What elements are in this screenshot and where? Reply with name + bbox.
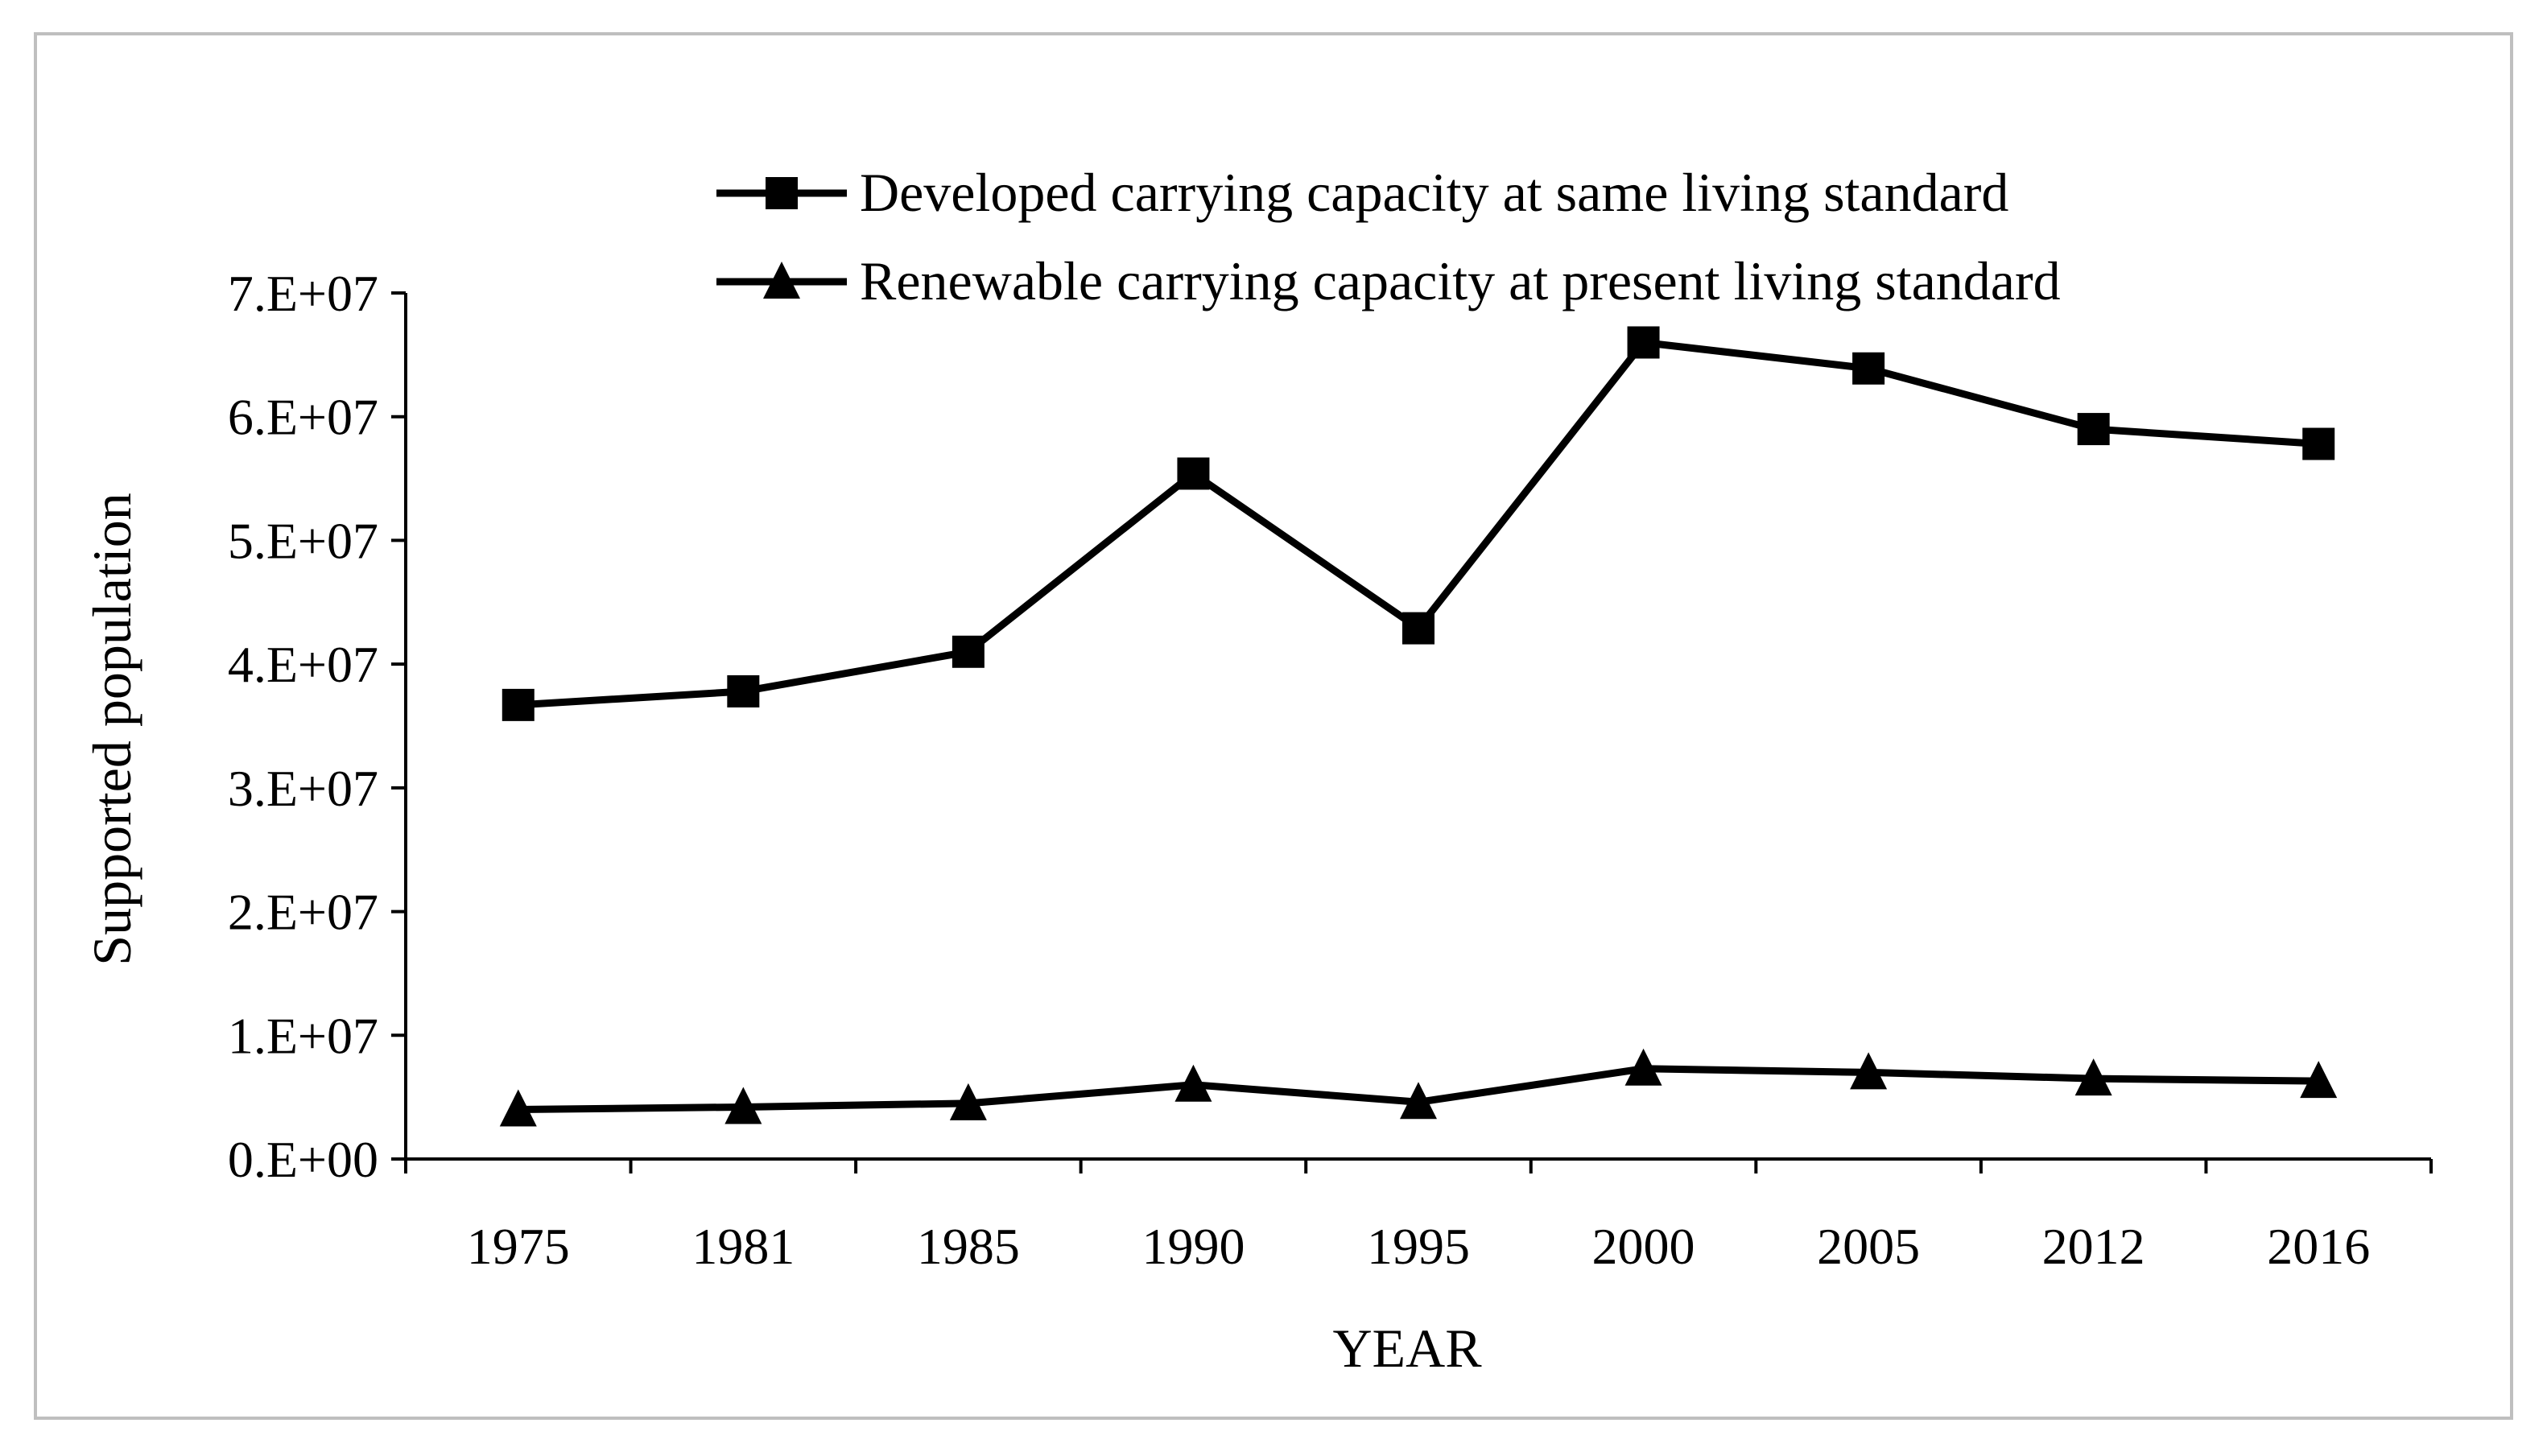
series-1 <box>502 326 2335 721</box>
data-point <box>1624 1048 1662 1086</box>
data-point <box>1174 1064 1212 1102</box>
chart-border <box>34 32 2513 1420</box>
x-tick-label: 1985 <box>917 1218 1020 1275</box>
series-layer <box>499 326 2338 1127</box>
legend-item: Developed carrying capacity at same livi… <box>716 162 2008 223</box>
data-point <box>2074 1058 2112 1096</box>
data-point <box>2300 1061 2338 1099</box>
y-tick-label: 0.E+00 <box>228 1131 378 1188</box>
data-point <box>1850 1052 1888 1090</box>
y-axis-title: Supported population <box>81 493 142 965</box>
x-tick-label: 1975 <box>467 1218 570 1275</box>
legend-item: Renewable carrying capacity at present l… <box>716 250 2061 311</box>
axes: 0.E+00 1.E+07 2.E+07 3.E+07 4.E+07 5.E+07 6.E+… <box>228 265 2433 1275</box>
y-tick-label: 5.E+07 <box>228 512 378 569</box>
data-point <box>499 1089 537 1127</box>
y-tick-label: 3.E+07 <box>228 760 378 817</box>
legend-label: Developed carrying capacity at same livi… <box>860 162 2008 223</box>
y-tick-label: 4.E+07 <box>228 636 378 693</box>
legend-label: Renewable carrying capacity at present l… <box>860 250 2061 311</box>
data-point <box>952 635 985 668</box>
y-tick-label: 1.E+07 <box>228 1007 378 1064</box>
y-tick-label: 2.E+07 <box>228 884 378 941</box>
x-tick-label: 2005 <box>1817 1218 1920 1275</box>
x-tick-label: 1990 <box>1141 1218 1245 1275</box>
x-tick-label: 1995 <box>1367 1218 1470 1275</box>
series-2 <box>499 1048 2338 1127</box>
data-point <box>502 688 535 721</box>
data-point <box>1852 352 1885 385</box>
x-axis-title: YEAR <box>1332 1318 1482 1379</box>
data-point <box>1402 612 1434 645</box>
x-tick-label: 1981 <box>691 1218 795 1275</box>
legend: Developed carrying capacity at same livi… <box>716 162 2061 311</box>
data-point <box>2077 413 2110 446</box>
data-point <box>1177 457 1210 490</box>
y-tick-label: 6.E+07 <box>228 389 378 446</box>
data-point <box>949 1083 987 1120</box>
data-point <box>1400 1082 1437 1120</box>
data-point <box>2302 427 2335 460</box>
x-tick-label: 2016 <box>2267 1218 2370 1275</box>
y-tick-label: 7.E+07 <box>228 265 378 322</box>
data-point <box>1627 326 1660 359</box>
data-point <box>727 674 760 707</box>
data-point <box>724 1087 762 1124</box>
legend-marker <box>763 262 800 299</box>
legend-marker <box>766 177 798 209</box>
x-tick-label: 2000 <box>1592 1218 1695 1275</box>
x-tick-label: 2012 <box>2042 1218 2145 1275</box>
